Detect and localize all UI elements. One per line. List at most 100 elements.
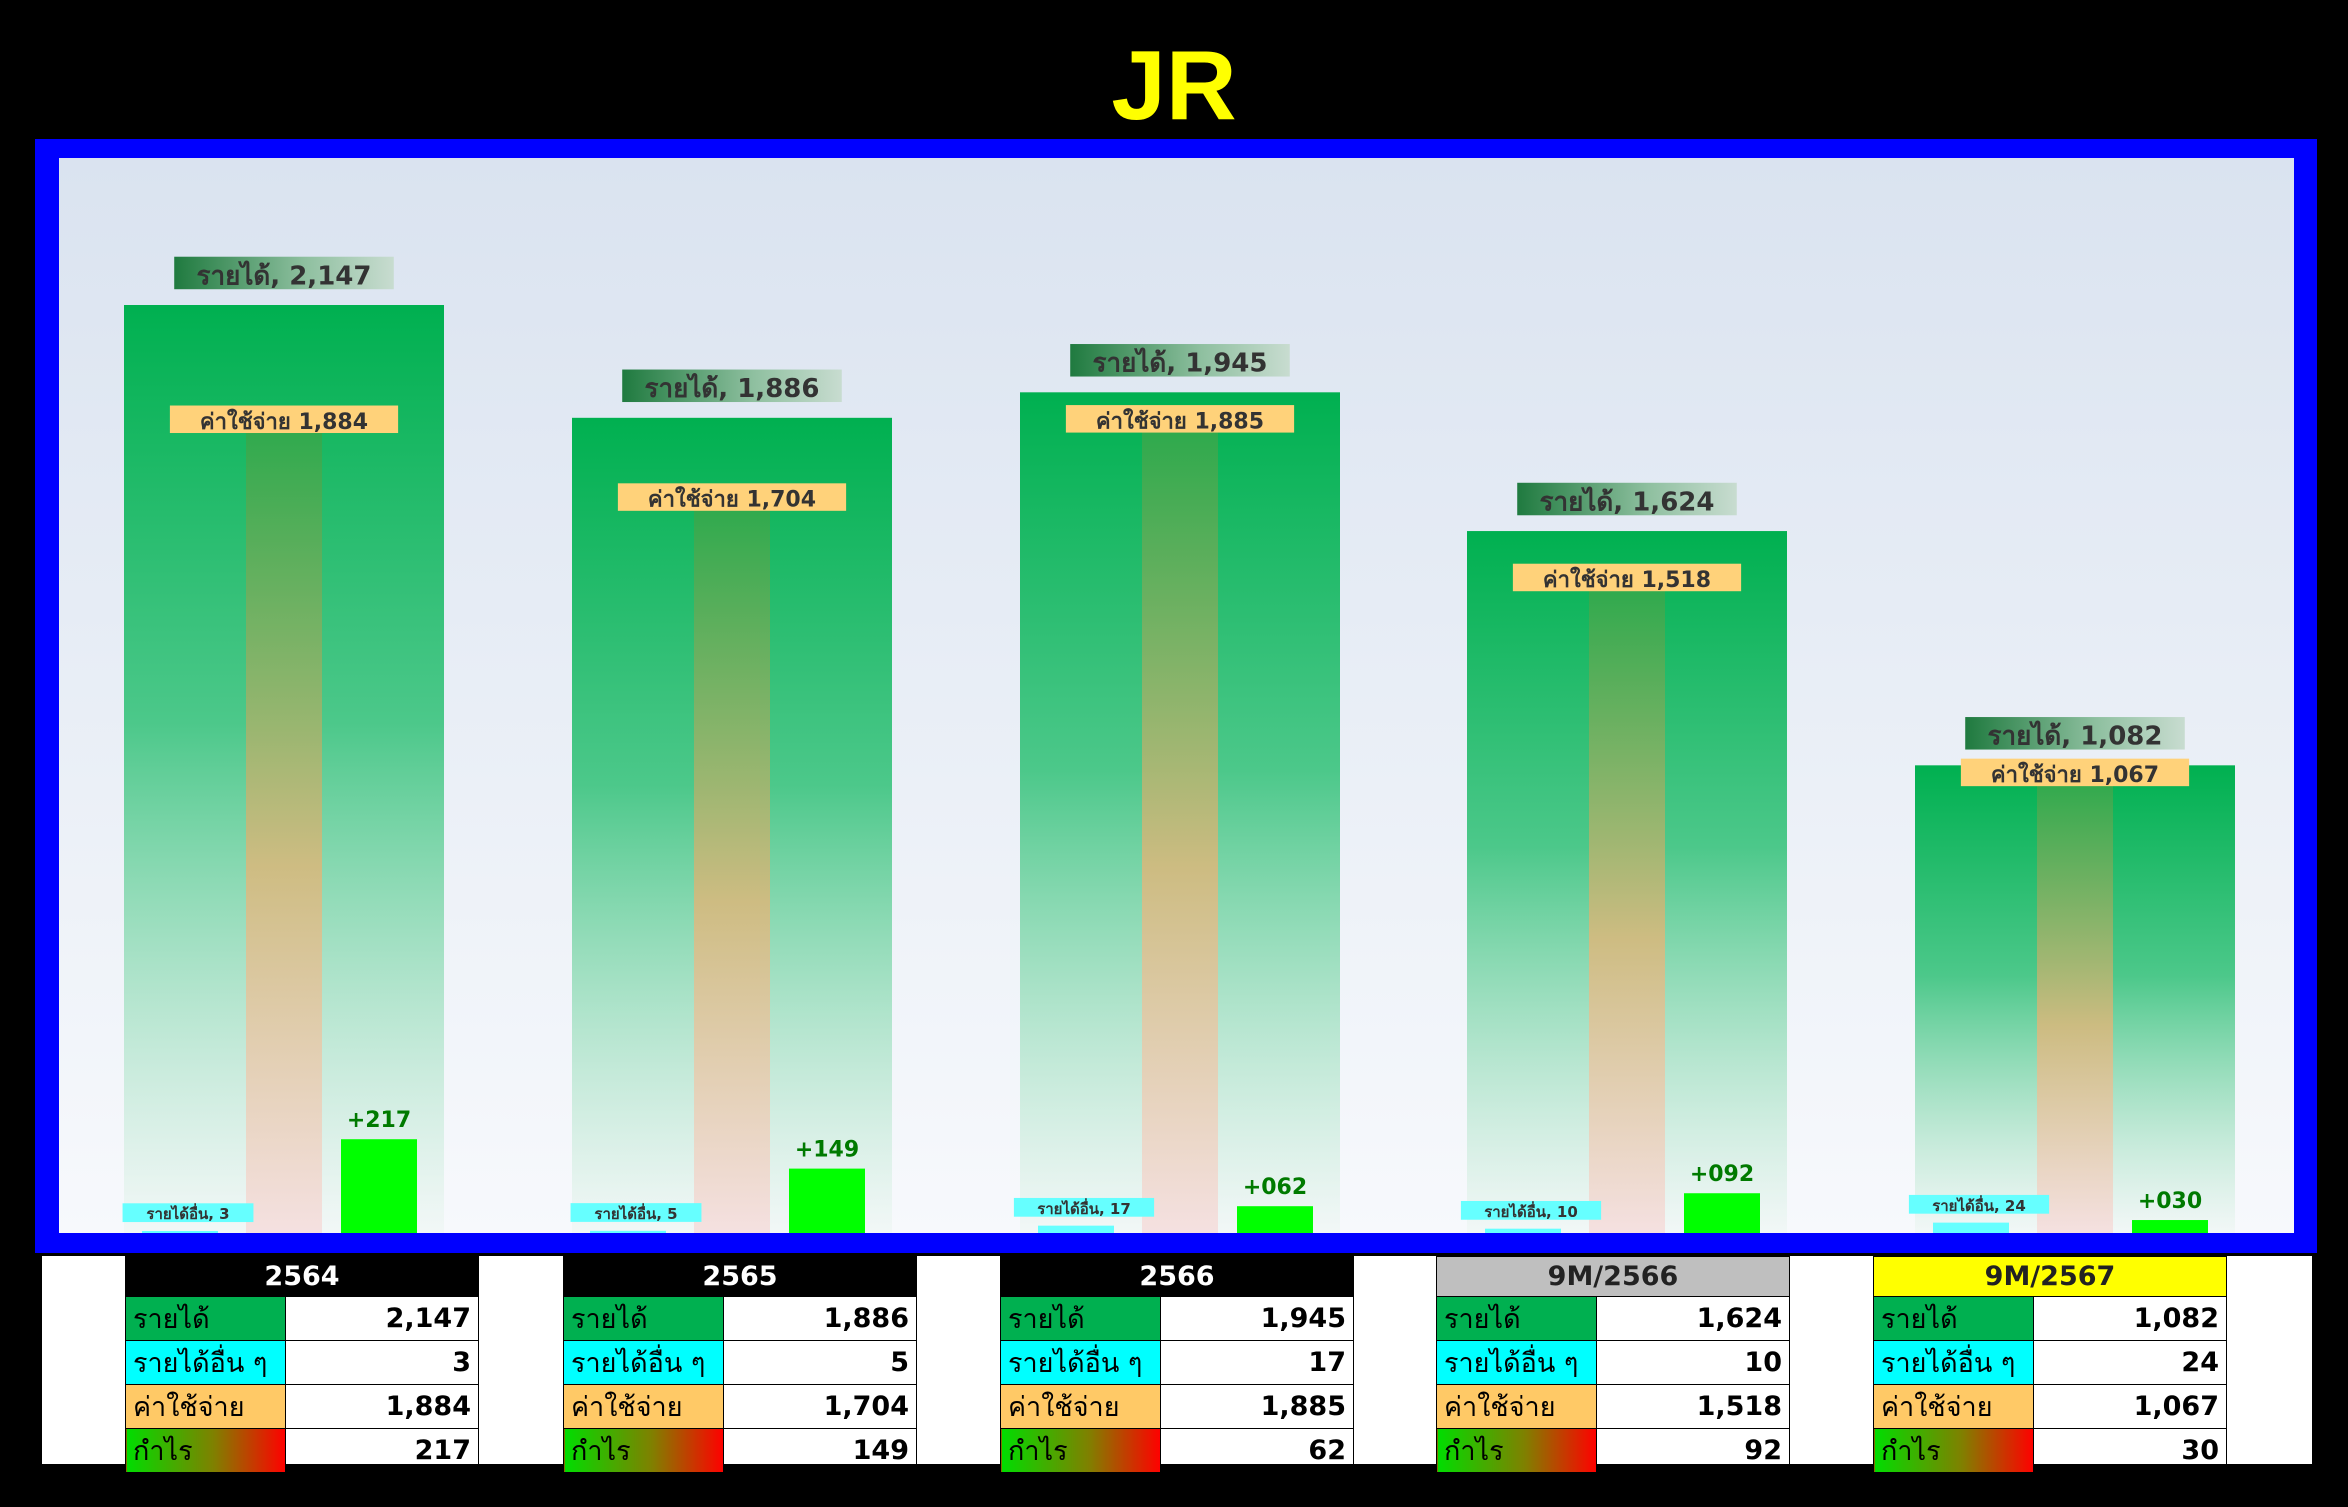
- revenue-label: รายได้: [1000, 1296, 1161, 1341]
- other-income-value: 10: [1595, 1340, 1791, 1385]
- table-header: 9M/2566: [1436, 1256, 1790, 1297]
- summary-tables: 2564 รายได้ 2,147 รายได้อื่น ๆ 3 ค่าใช้จ่าย 1,…: [42, 1256, 2312, 1473]
- profit-bar-2564: [341, 1139, 417, 1233]
- other-income-value: 17: [1159, 1340, 1355, 1385]
- revenue-label-9M/2567: รายได้, 1,082: [1988, 720, 2163, 752]
- revenue-label-9M/2567-bg: [1965, 717, 2185, 750]
- other-income-label-2565: รายได้อื่น, 5: [594, 1203, 677, 1223]
- other-income-label: รายได้อื่น ๆ: [563, 1340, 724, 1385]
- table-row: รายได้อื่น ๆ 24: [1873, 1340, 2228, 1385]
- summary-table-9M-2566: 9M/2566 รายได้ 1,624 รายได้อื่น ๆ 10 ค่าใช้จ่…: [1436, 1256, 1791, 1473]
- expense-label-2565-bg: [617, 483, 847, 511]
- other-income-bar-2566: [1038, 1225, 1114, 1233]
- summary-table-2565: 2565 รายได้ 1,886 รายได้อื่น ๆ 5 ค่าใช้จ่าย 1,…: [563, 1256, 918, 1473]
- expense-value: 1,884: [284, 1384, 480, 1429]
- chart-title: JR: [1111, 30, 1237, 140]
- other-income-label-2564-bg: [122, 1203, 254, 1223]
- table-row: ค่าใช้จ่าย 1,704: [563, 1384, 918, 1429]
- table-row: รายได้อื่น ๆ 17: [1000, 1340, 1355, 1385]
- table-row: กำไร 217: [125, 1428, 480, 1473]
- revenue-label: รายได้: [1436, 1296, 1597, 1341]
- other-income-label: รายได้อื่น ๆ: [1873, 1340, 2034, 1385]
- summary-table-2564: 2564 รายได้ 2,147 รายได้อื่น ๆ 3 ค่าใช้จ่าย 1,…: [125, 1256, 480, 1473]
- table-row: รายได้ 1,624: [1436, 1296, 1791, 1341]
- revenue-label-2565-bg: [622, 369, 842, 403]
- table-header: 2564: [125, 1256, 479, 1297]
- profit-label: กำไร: [563, 1428, 724, 1473]
- table-row: รายได้ 1,886: [563, 1296, 918, 1341]
- other-income-label-2564: รายได้อื่น, 3: [146, 1203, 229, 1223]
- expense-label: ค่าใช้จ่าย: [1873, 1384, 2034, 1429]
- expense-label: ค่าใช้จ่าย: [563, 1384, 724, 1429]
- revenue-value: 1,886: [722, 1296, 918, 1341]
- other-income-label-2566-bg: [1013, 1197, 1155, 1217]
- table-row: รายได้ 1,082: [1873, 1296, 2228, 1341]
- profit-value: 30: [2032, 1428, 2228, 1473]
- expense-value: 1,704: [722, 1384, 918, 1429]
- expense-label-9M/2566-bg: [1512, 563, 1742, 592]
- expense-label-2564-bg: [169, 405, 399, 434]
- profit-value: 92: [1595, 1428, 1791, 1473]
- expense-label: ค่าใช้จ่าย: [125, 1384, 286, 1429]
- other-income-label: รายได้อื่น ๆ: [1436, 1340, 1597, 1385]
- table-header: 2566: [1000, 1256, 1354, 1297]
- expense-bar-2566: [1142, 418, 1218, 1234]
- revenue-value: 2,147: [284, 1296, 480, 1341]
- revenue-label-9M/2566: รายได้, 1,624: [1540, 485, 1715, 517]
- profit-label-9M/2566: +092: [1690, 1162, 1754, 1187]
- table-row: ค่าใช้จ่าย 1,518: [1436, 1384, 1791, 1429]
- table-row: กำไร 62: [1000, 1428, 1355, 1473]
- profit-bar-2566: [1237, 1206, 1313, 1233]
- expense-label: ค่าใช้จ่าย: [1000, 1384, 1161, 1429]
- plot-area: รายได้, 2,147 ค่าใช้จ่าย 1,884 รายได้อื่น,…: [59, 158, 2294, 1234]
- table-row: ค่าใช้จ่าย 1,885: [1000, 1384, 1355, 1429]
- summary-table-2566: 2566 รายได้ 1,945 รายได้อื่น ๆ 17 ค่าใช้จ่าย 1…: [1000, 1256, 1355, 1473]
- expense-label-9M/2567-bg: [1960, 758, 2190, 787]
- other-income-value: 3: [284, 1340, 480, 1385]
- profit-value: 149: [722, 1428, 918, 1473]
- revenue-label: รายได้: [125, 1296, 286, 1341]
- expense-value: 1,518: [1595, 1384, 1791, 1429]
- summary-table-9M-2567: 9M/2567 รายได้ 1,082 รายได้อื่น ๆ 24 ค่าใช้จ่…: [1873, 1256, 2228, 1473]
- other-income-bar-2564: [142, 1231, 218, 1233]
- profit-value: 62: [1159, 1428, 1355, 1473]
- expense-bar-9M/2567: [2037, 771, 2113, 1233]
- expense-bar-2564: [246, 418, 322, 1233]
- profit-label: กำไร: [1873, 1428, 2034, 1473]
- other-income-value: 5: [722, 1340, 918, 1385]
- table-row: รายได้ 2,147: [125, 1296, 480, 1341]
- other-income-bar-9M/2567: [1933, 1222, 2009, 1233]
- revenue-value: 1,624: [1595, 1296, 1791, 1341]
- expense-label-2566: ค่าใช้จ่าย 1,885: [1096, 407, 1264, 434]
- table-header: 9M/2567: [1873, 1256, 2227, 1297]
- profit-label: กำไร: [1436, 1428, 1597, 1473]
- revenue-label-2566: รายได้, 1,945: [1093, 347, 1268, 379]
- expense-value: 1,067: [2032, 1384, 2228, 1429]
- other-income-bar-2565: [590, 1230, 666, 1233]
- table-row: กำไร 30: [1873, 1428, 2228, 1473]
- table-row: ค่าใช้จ่าย 1,884: [125, 1384, 480, 1429]
- expense-label-2565: ค่าใช้จ่าย 1,704: [648, 486, 816, 513]
- revenue-label-2566-bg: [1070, 344, 1290, 377]
- table-row: ค่าใช้จ่าย 1,067: [1873, 1384, 2228, 1429]
- profit-label-9M/2567: +030: [2138, 1189, 2202, 1214]
- revenue-label-2565: รายได้, 1,886: [645, 372, 820, 404]
- revenue-value: 1,945: [1159, 1296, 1355, 1341]
- other-income-label-9M/2566-bg: [1460, 1200, 1602, 1220]
- expense-bar-2565: [694, 496, 770, 1233]
- chart-frame: รายได้, 2,147 ค่าใช้จ่าย 1,884 รายได้อื่น,…: [35, 139, 2317, 1253]
- profit-label-2564: +217: [347, 1108, 411, 1133]
- table-row: รายได้อื่น ๆ 10: [1436, 1340, 1791, 1385]
- expense-label-2564: ค่าใช้จ่าย 1,884: [200, 408, 368, 435]
- expense-bar-9M/2566: [1589, 576, 1665, 1233]
- expense-label-9M/2567: ค่าใช้จ่าย 1,067: [1991, 761, 2159, 788]
- other-income-label-2565-bg: [570, 1203, 702, 1222]
- profit-label-2566: +062: [1243, 1175, 1307, 1200]
- revenue-label: รายได้: [1873, 1296, 2034, 1341]
- other-income-value: 24: [2032, 1340, 2228, 1385]
- other-income-label-9M/2567-bg: [1908, 1194, 2050, 1214]
- profit-label: กำไร: [1000, 1428, 1161, 1473]
- profit-value: 217: [284, 1428, 480, 1473]
